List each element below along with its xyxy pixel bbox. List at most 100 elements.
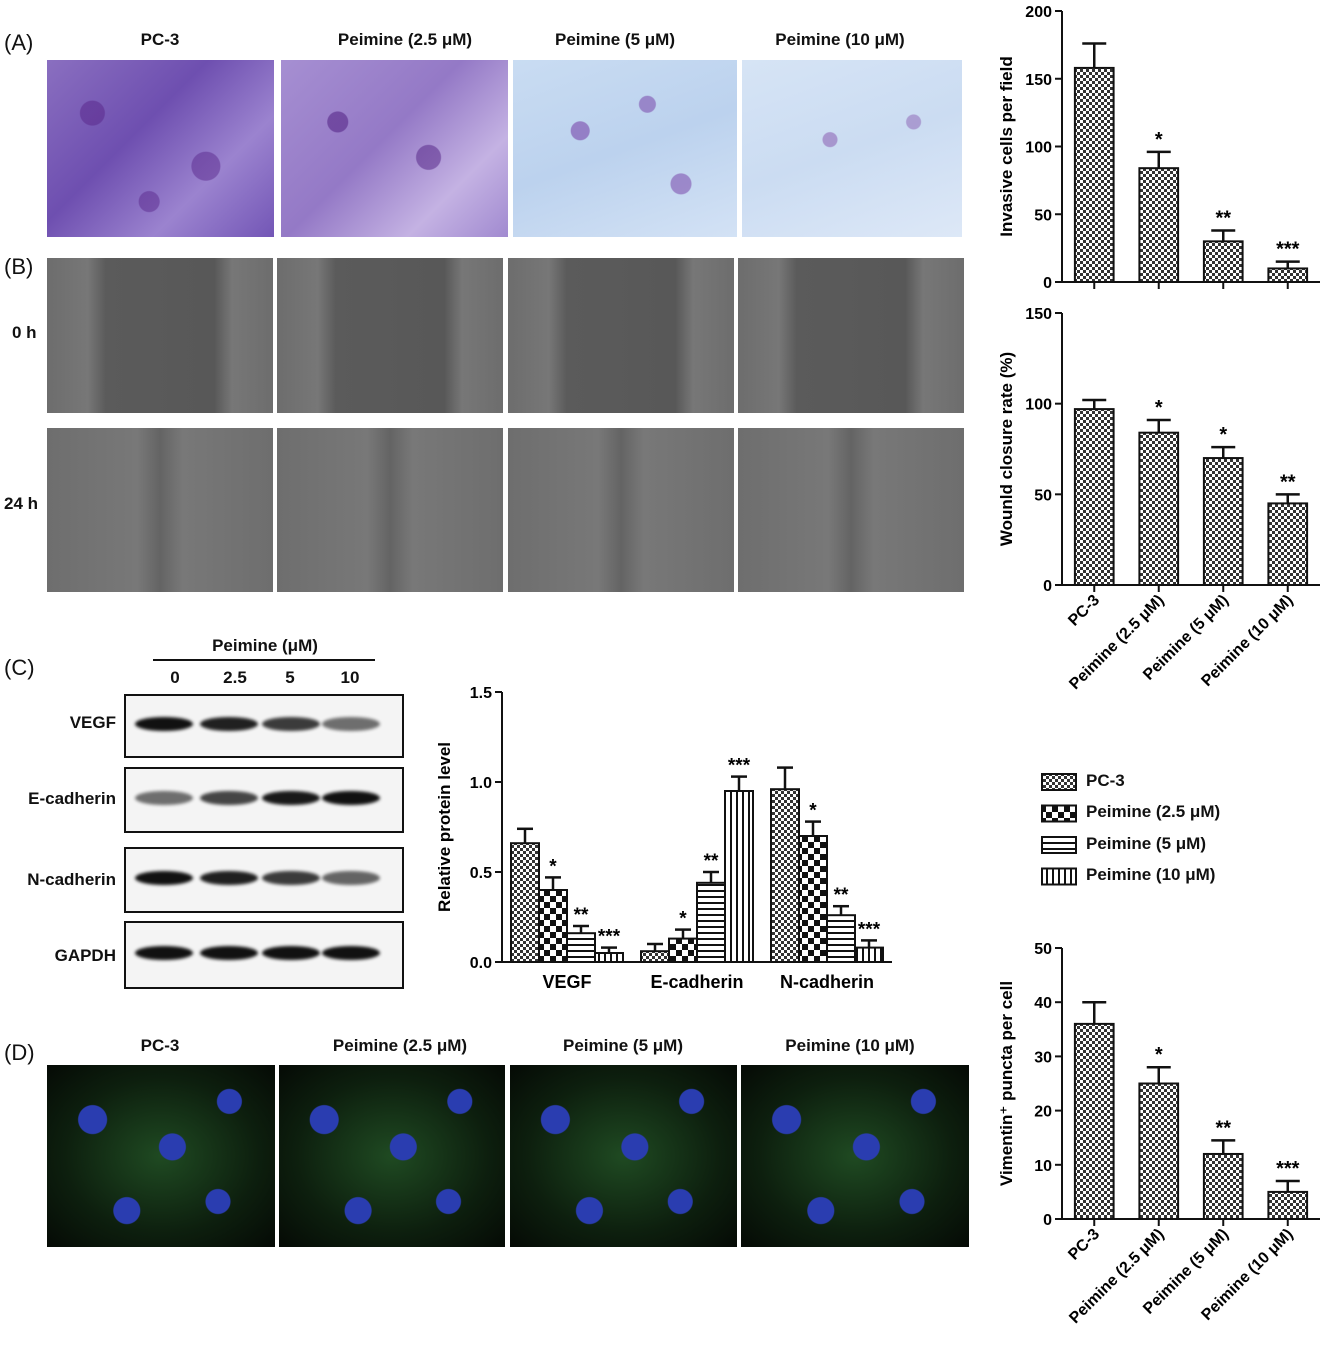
y-axis-label: Vimentin⁺ puncta per cell [997,981,1016,1186]
if-title-5: Peimine (5 μM) [563,1036,683,1055]
bar [538,889,568,963]
bar [854,946,884,964]
wb-band [200,717,258,731]
wb-band [262,946,320,960]
wb-lane-10: 10 [340,668,360,687]
panel-label-c: (C) [4,655,35,680]
legend-swatch [1041,836,1077,854]
significance-mark: * [549,856,557,877]
bar [1202,240,1244,284]
bar [640,950,670,964]
y-tick-label: 40 [1034,995,1052,1012]
x-tick-label: PC-3 [1065,592,1103,630]
wound-0h-5 [508,258,734,413]
wb-lane-2-5: 2.5 [223,668,247,687]
wound-24h-5 [508,428,734,592]
bar [1202,1152,1244,1221]
invasion-title-2-5: Peimine (2.5 μM) [337,30,473,49]
y-tick-label: 200 [1025,4,1052,21]
bar [1138,1082,1180,1220]
wb-band [200,791,258,805]
invasion-image-pc3 [47,60,274,237]
wound-0h-pc3 [47,258,273,413]
wb-lane-5: 5 [285,668,295,687]
wb-band [262,717,320,731]
invasion-image-2-5 [281,60,508,237]
bar [1138,167,1180,283]
bar [1267,267,1309,284]
bar [1267,502,1309,586]
y-tick-label: 0.5 [470,865,492,882]
panel-label-d: (D) [4,1040,35,1065]
wb-lane-0: 0 [170,668,180,687]
bar [1073,66,1115,283]
bar [668,937,698,964]
y-tick-label: 150 [1025,306,1052,323]
y-tick-label: 50 [1034,941,1052,958]
wb-band [135,946,193,960]
panel-label-b: (B) [4,254,34,279]
wb-band [200,871,258,885]
legend-label-2-5: Peimine (2.5 μM) [1086,802,1221,821]
if-image-10 [741,1065,969,1247]
y-tick-label: 10 [1034,1158,1052,1175]
invasion-title-5: Peimine (5 μM) [555,30,675,49]
y-tick-label: 30 [1034,1049,1052,1066]
invasion-image-5 [513,60,737,237]
y-tick-label: 0 [1043,1212,1052,1229]
bar [1267,1190,1309,1220]
x-tick-label: E-cadherin [650,972,743,992]
significance-mark: *** [858,919,881,940]
bar [1073,1022,1115,1220]
significance-mark: * [1219,424,1227,446]
bar [510,842,540,963]
y-axis-label: Wounld closure rate (%) [997,352,1016,546]
invasion-image-10 [742,60,962,237]
y-tick-label: 50 [1034,487,1052,504]
significance-mark: ** [834,885,849,906]
bar [1138,431,1180,586]
y-tick-label: 0.0 [470,955,492,972]
bar [1202,457,1244,586]
significance-mark: ** [1215,208,1231,230]
y-tick-label: 0 [1043,578,1052,595]
invasion-title-pc3: PC-3 [140,30,180,49]
y-tick-label: 0 [1043,275,1052,292]
wb-header: Peimine (μM) [212,636,318,655]
legend-swatch [1041,867,1077,886]
significance-mark: *** [598,927,621,948]
wound-24h-pc3 [47,428,273,592]
significance-mark: * [1155,129,1163,151]
significance-mark: ** [1280,471,1296,493]
invasion-chart: Invasive cells per field050100150200****… [997,4,1320,292]
wb-band [135,791,193,805]
wound-24h-2-5 [277,428,503,592]
significance-mark: *** [1276,239,1300,261]
significance-mark: ** [574,905,589,926]
significance-mark: * [679,909,687,930]
panel-label-a: (A) [4,30,34,55]
y-axis-label: Invasive cells per field [997,56,1016,236]
significance-mark: *** [1276,1158,1300,1180]
significance-mark: *** [728,756,751,777]
significance-mark: * [1155,397,1163,419]
wb-header-line [153,659,375,661]
legend-swatch [1041,773,1077,791]
x-tick-label: N-cadherin [780,972,874,992]
if-title-pc3: PC-3 [140,1036,180,1055]
wb-band [200,946,258,960]
vimentin-chart: Vimentin⁺ puncta per cell 0 10 20 30 40 50 PC-3… [997,941,1320,1327]
y-tick-label: 50 [1034,207,1052,224]
wb-band [262,791,320,805]
legend-swatches [1041,773,1077,886]
invasion-title-10: Peimine (10 μM) [775,30,905,49]
wb-label-ncad: N-cadherin [27,870,116,889]
wound-chart: Wounld closure rate (%)050100150PC-3*Pei… [997,306,1320,693]
wb-band [322,871,380,885]
bar [826,914,856,963]
bar [594,952,624,963]
wound-0h-2-5 [277,258,503,413]
wb-label-gapdh: GAPDH [54,946,116,965]
if-image-5 [510,1065,737,1247]
wb-band [322,791,380,805]
